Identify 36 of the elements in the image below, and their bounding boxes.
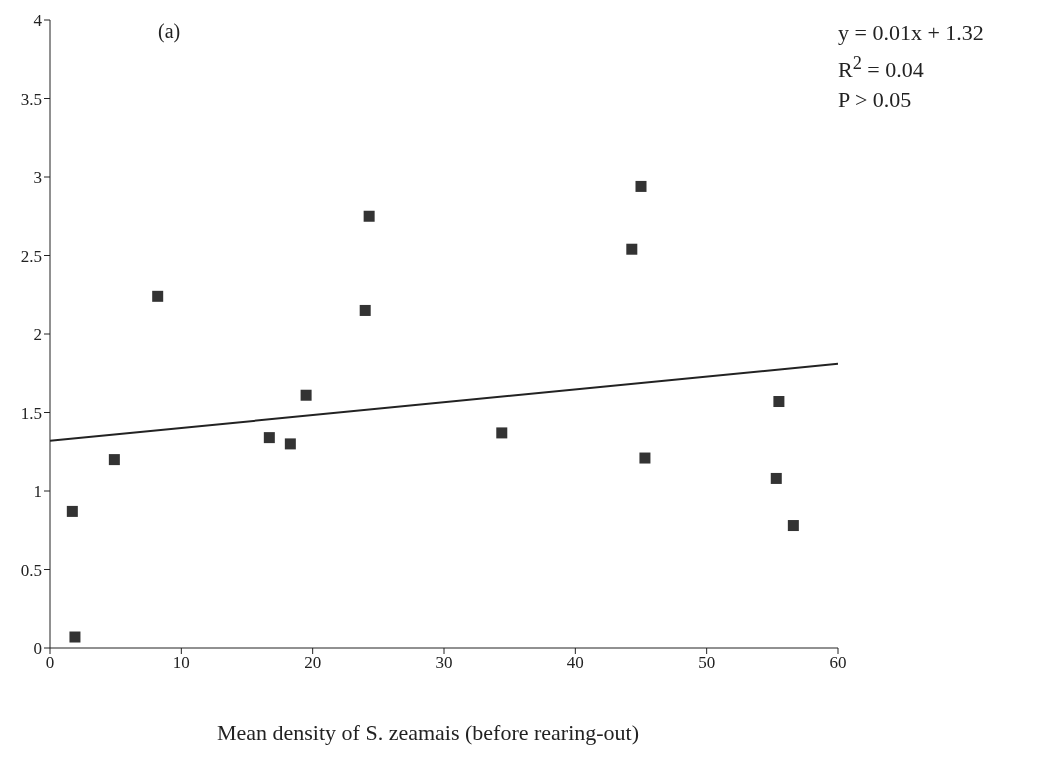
y-tick-label: 4 — [33, 11, 43, 31]
annotation: R$^{2}$ = 0.04 — [838, 52, 925, 85]
point — [635, 180, 647, 192]
point — [66, 505, 78, 517]
point — [496, 427, 508, 439]
point — [787, 520, 799, 532]
point — [770, 472, 782, 484]
point — [284, 438, 296, 450]
point — [626, 243, 638, 255]
x-tick-label: 20 — [304, 653, 322, 673]
y-tick-label: 2.5 — [20, 246, 42, 266]
x-axis-title: Mean density of S. zeamais (before rearing-out) — [215, 720, 641, 746]
y-tick-label: 1 — [33, 482, 42, 502]
point — [69, 631, 81, 643]
point — [108, 454, 120, 466]
annotation: y = 0.01x + 1.32 — [838, 19, 984, 47]
y-tick-label: 0.5 — [20, 560, 42, 580]
point — [639, 452, 651, 464]
point — [300, 389, 312, 401]
y-tick-label: 0 — [33, 639, 42, 659]
point — [359, 304, 371, 316]
x-tick-label: 40 — [566, 653, 584, 673]
y-tick-label: 1.5 — [20, 403, 42, 423]
annotation: P > 0.05 — [838, 86, 913, 115]
point — [363, 210, 375, 222]
x-tick-label: 60 — [829, 653, 847, 673]
x-tick-label: 50 — [698, 653, 716, 673]
y-tick-label: 3.5 — [20, 89, 42, 109]
y-tick-label: 3 — [33, 168, 42, 188]
annotation: (a) — [158, 20, 181, 43]
x-tick-label: 30 — [435, 653, 453, 673]
point — [152, 290, 164, 302]
y-tick-label: 2 — [33, 325, 42, 345]
x-tick-label: 10 — [172, 653, 190, 673]
point — [773, 396, 785, 408]
point — [263, 432, 275, 444]
